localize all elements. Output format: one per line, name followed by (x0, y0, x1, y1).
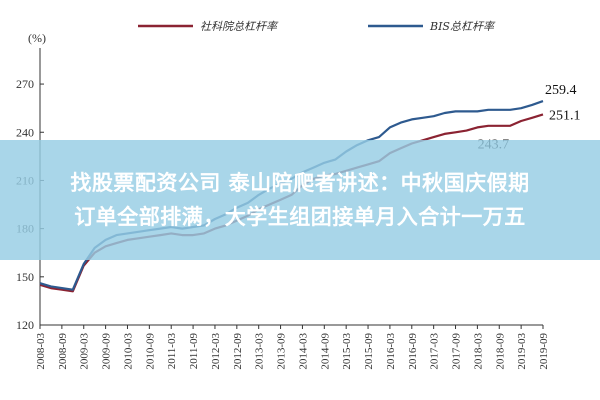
y-tick-label: 150 (16, 270, 34, 284)
x-tick-label: 2009-09 (101, 333, 113, 370)
x-tick-label: 2014-09 (319, 333, 331, 370)
x-tick-label: 2014-03 (297, 333, 309, 370)
x-tick-label: 2010-09 (144, 333, 156, 370)
x-tick-label: 2016-03 (385, 333, 397, 370)
x-tick-label: 2011-03 (166, 333, 178, 370)
x-tick-label: 2016-09 (407, 333, 419, 370)
x-tick-label: 2017-03 (429, 333, 441, 370)
y-tick-label: 240 (16, 125, 34, 139)
y-axis-label: (%) (28, 31, 46, 45)
y-tick-label: 270 (16, 77, 34, 91)
x-tick-label: 2012-09 (232, 333, 244, 370)
x-tick-label: 2013-03 (254, 333, 266, 370)
x-tick-label: 2018-03 (472, 333, 484, 370)
x-tick-label: 2008-03 (35, 333, 47, 370)
data-label-1: 251.1 (549, 108, 581, 123)
overlay-line-2: 订单全部排满，大学生组团接单月入合计一万五 (74, 205, 526, 229)
x-tick-label: 2019-09 (538, 333, 550, 370)
x-tick-label: 2015-09 (363, 333, 375, 370)
legend-label-1: BIS总杠杆率 (429, 20, 496, 33)
x-tick-label: 2011-09 (188, 333, 200, 370)
x-tick-label: 2013-09 (276, 333, 288, 370)
x-tick-label: 2010-03 (122, 333, 134, 370)
x-tick-label: 2019-03 (516, 333, 528, 370)
x-tick-label: 2008-09 (57, 333, 69, 370)
x-tick-label: 2018-09 (494, 333, 506, 370)
x-tick-label: 2012-03 (210, 333, 222, 370)
y-tick-label: 120 (16, 318, 34, 332)
x-tick-label: 2015-03 (341, 333, 353, 370)
legend-label-0: 社科院总杠杆率 (200, 20, 279, 33)
x-tick-label: 2009-03 (79, 333, 91, 370)
overlay-line-1: 找股票配资公司 泰山陪爬者讲述：中秋国庆假期 (70, 171, 530, 195)
data-label-0: 259.4 (545, 83, 577, 98)
overlay-banner[interactable]: 找股票配资公司 泰山陪爬者讲述：中秋国庆假期 订单全部排满，大学生组团接单月入合… (0, 140, 600, 260)
x-tick-label: 2017-09 (451, 333, 463, 370)
